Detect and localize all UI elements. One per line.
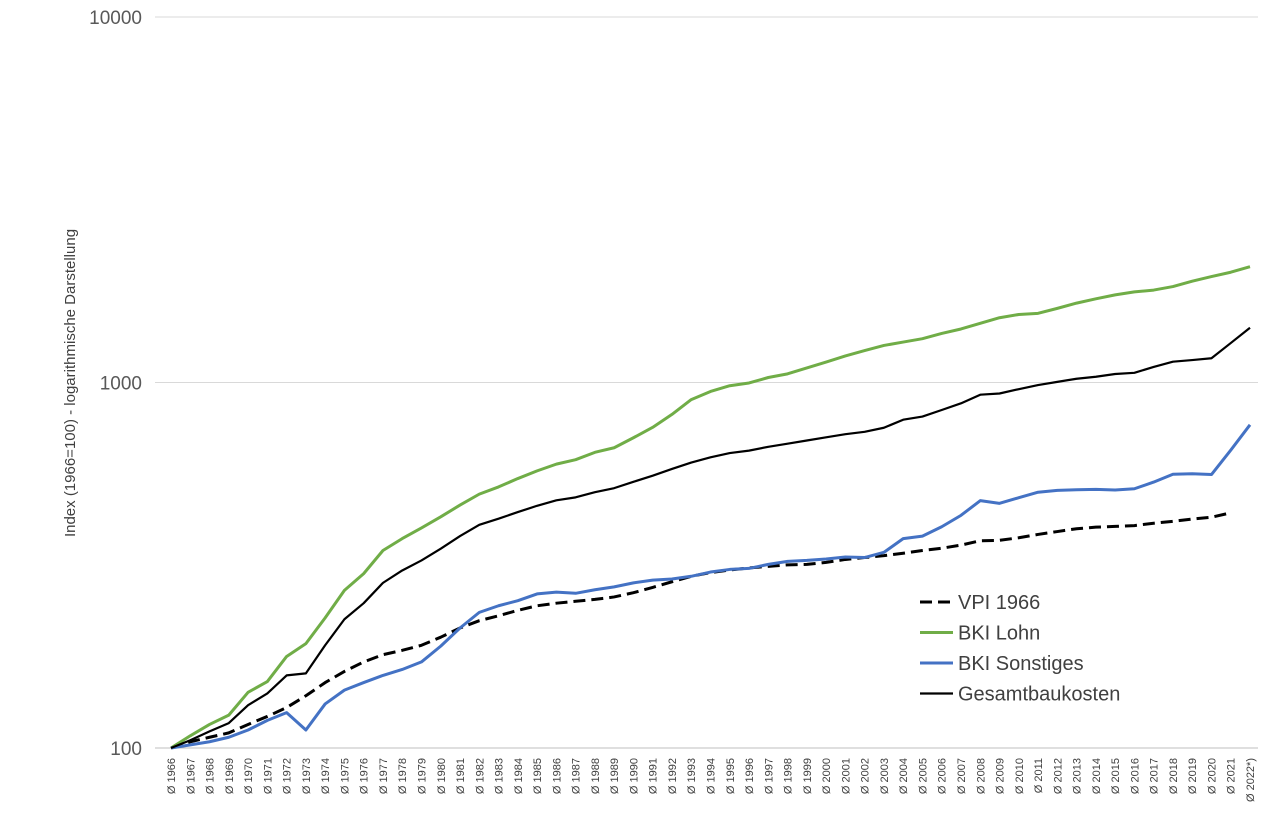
legend-entry: Gesamtbaukosten (958, 684, 1120, 706)
x-tick-label: Ø 1990 (628, 758, 640, 794)
x-tick-labels: Ø 1966 Ø 1967 Ø 1968 Ø 1969 Ø 1970 Ø 1971 Ø 19… (166, 758, 1257, 802)
y-axis-label: Index (1966=100) - logarithmische Darste… (62, 229, 79, 537)
x-tick-label: Ø 1987 (571, 758, 583, 794)
x-tick-label: Ø 1970 (243, 758, 255, 794)
legend-entry: BKI Lohn (958, 623, 1040, 645)
x-tick-label: Ø 2006 (937, 758, 949, 794)
x-tick-label: Ø 1981 (455, 758, 467, 794)
x-tick-label: Ø 2003 (879, 758, 891, 794)
x-tick-label: Ø 1986 (551, 758, 563, 794)
x-tick-label: Ø 2002 (860, 758, 872, 794)
x-tick-label: Ø 2013 (1072, 758, 1084, 794)
x-tick-label: Ø 2021 (1226, 758, 1238, 794)
x-tick-label: Ø 1992 (667, 758, 679, 794)
x-tick-label: Ø 1999 (802, 758, 814, 794)
x-tick-label: Ø 1993 (686, 758, 698, 794)
x-tick-label: Ø 2015 (1110, 758, 1122, 794)
x-tick-label: Ø 2010 (1014, 758, 1026, 794)
x-tick-label: Ø 1983 (494, 758, 506, 794)
y-tick-label: 10000 (89, 8, 142, 29)
x-tick-label: Ø 2012 (1052, 758, 1064, 794)
y-tick-label: 100 (110, 739, 142, 760)
x-tick-label: Ø 1977 (378, 758, 390, 794)
x-tick-label: Ø 2005 (917, 758, 929, 794)
x-tick-label: Ø 1967 (185, 758, 197, 794)
x-tick-label: Ø 1968 (205, 758, 217, 794)
x-tick-label: Ø 1984 (513, 758, 525, 794)
x-tick-label: Ø 1982 (474, 758, 486, 794)
x-tick-label: Ø 2009 (995, 758, 1007, 794)
series-lines (170, 265, 1252, 750)
legend: VPI 1966 BKI Lohn BKI Sonstiges Gesamtbauko… (920, 592, 1120, 706)
series-line-gesamtbaukosten (170, 326, 1251, 750)
x-tick-label: Ø 2007 (956, 758, 968, 794)
x-tick-label: Ø 2014 (1091, 758, 1103, 794)
x-tick-label: Ø 2017 (1149, 758, 1161, 794)
y-tick-label: 1000 (100, 374, 142, 395)
series-line-bki-sonstiges (170, 423, 1252, 750)
x-tick-label: Ø 2019 (1187, 758, 1199, 794)
x-tick-label: Ø 1976 (359, 758, 371, 794)
x-tick-label: Ø 2018 (1168, 758, 1180, 794)
x-tick-label: Ø 1995 (725, 758, 737, 794)
x-tick-label: Ø 1997 (763, 758, 775, 794)
x-tick-label: Ø 2016 (1129, 758, 1141, 794)
x-tick-label: Ø 1974 (320, 758, 332, 794)
x-tick-label: Ø 1966 (166, 758, 178, 794)
x-tick-label: Ø 1973 (301, 758, 313, 794)
x-tick-label: Ø 1994 (706, 758, 718, 794)
x-tick-label: Ø 1988 (590, 758, 602, 794)
x-tick-label: Ø 1978 (397, 758, 409, 794)
x-tick-label: Ø 1985 (532, 758, 544, 794)
x-tick-label: Ø 1991 (648, 758, 660, 794)
x-tick-label: Ø 2001 (840, 758, 852, 794)
x-tick-label: Ø 1969 (224, 758, 236, 794)
series-line-vpi-1966 (170, 511, 1232, 750)
x-tick-label: Ø 1980 (436, 758, 448, 794)
legend-entry: VPI 1966 (958, 592, 1040, 614)
x-tick-label: Ø 1971 (262, 758, 274, 794)
x-tick-label: Ø 2022*) (1245, 758, 1257, 802)
x-tick-label: Ø 2011 (1033, 758, 1045, 793)
x-tick-label: Ø 1998 (783, 758, 795, 794)
x-tick-label: Ø 1979 (416, 758, 428, 794)
x-tick-label: Ø 1975 (339, 758, 351, 794)
gridlines (155, 16, 1258, 749)
series-line-bki-lohn (170, 265, 1251, 750)
x-tick-label: Ø 1972 (282, 758, 294, 794)
x-tick-label: Ø 2008 (975, 758, 987, 794)
x-tick-label: Ø 1989 (609, 758, 621, 794)
x-tick-label: Ø 2000 (821, 758, 833, 794)
x-tick-label: Ø 2004 (898, 758, 910, 794)
legend-entry: BKI Sonstiges (958, 653, 1084, 675)
x-tick-label: Ø 2020 (1206, 758, 1218, 794)
y-tick-labels: 100 1000 10000 (89, 8, 142, 760)
x-tick-label: Ø 1996 (744, 758, 756, 794)
